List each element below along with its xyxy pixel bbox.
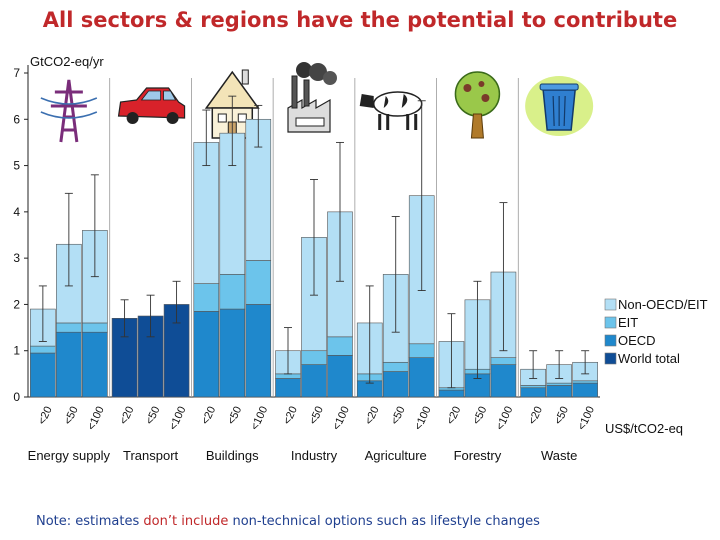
bar-buildings-2-oecd <box>245 304 272 398</box>
cost-label-forestry-0: <20 <box>445 405 464 427</box>
y-tick-label-3: 3 <box>13 251 20 265</box>
bar-industry-0-eit <box>275 373 301 379</box>
cost-label-buildings-1: <50 <box>225 405 244 427</box>
cost-label-forestry-1: <50 <box>471 405 490 427</box>
legend-label-0: Non-OECD/EIT <box>618 297 708 312</box>
bar-industry-2-oecd <box>327 355 353 398</box>
cost-label-forestry-2: <100 <box>494 405 515 433</box>
bar-agriculture-2-oecd <box>408 357 435 398</box>
footnote: Note: estimates don’t include non-techni… <box>36 514 540 529</box>
legend-label-2: OECD <box>618 333 656 348</box>
bar-energy-supply-1-eit <box>56 322 82 333</box>
bar-buildings-1-eit <box>219 274 246 310</box>
cost-label-buildings-2: <100 <box>249 405 270 433</box>
cost-unit-label: US$/tCO2-eq <box>605 421 683 436</box>
bar-energy-supply-2-eit <box>82 322 108 333</box>
cost-label-waste-2: <100 <box>576 405 597 433</box>
y-tick-label-0: 0 <box>13 390 20 404</box>
chart-bars <box>30 95 598 398</box>
y-tick-label-6: 6 <box>13 112 20 126</box>
cost-label-industry-2: <100 <box>331 405 352 433</box>
legend-label-3: World total <box>618 351 680 366</box>
bar-waste-1-eit <box>546 382 572 386</box>
cost-label-transport-2: <100 <box>167 405 188 433</box>
bar-waste-1-oecd <box>546 385 572 398</box>
bar-energy-supply-0-eit <box>30 345 56 354</box>
cost-label-energy-supply-1: <50 <box>62 405 81 427</box>
sector-label-1: Transport <box>123 448 179 463</box>
bar-agriculture-1-eit <box>382 361 409 372</box>
bar-forestry-2-eit <box>490 357 517 365</box>
chart-legend: Non-OECD/EIT EIT OECD World total <box>604 297 708 366</box>
cost-label-transport-1: <50 <box>144 405 163 427</box>
trash-can-icon <box>525 76 594 136</box>
legend-label-1: EIT <box>618 315 638 330</box>
bar-waste-2-oecd <box>572 382 598 398</box>
sector-label-2: Buildings <box>206 448 259 463</box>
sector-label-0: Energy supply <box>28 448 111 463</box>
car-icon <box>117 87 186 124</box>
bar-agriculture-2-eit <box>408 343 435 358</box>
footnote-part-3: non-technical options such as lifestyle … <box>232 514 540 529</box>
bar-agriculture-1-oecd <box>382 371 409 398</box>
cost-label-transport-0: <20 <box>118 405 137 427</box>
cow-icon <box>359 91 423 130</box>
bar-energy-supply-2-oecd <box>82 331 108 398</box>
pylon-icon <box>40 79 98 143</box>
legend-swatch-2 <box>604 334 617 347</box>
bar-buildings-2-eit <box>245 260 272 305</box>
bar-energy-supply-1-oecd <box>56 331 82 398</box>
cost-label-waste-1: <50 <box>552 405 571 427</box>
sector-label-4: Agriculture <box>365 448 427 463</box>
bar-buildings-0-eit <box>193 283 220 312</box>
bar-buildings-0-oecd <box>193 311 220 398</box>
footnote-part-1: Note: estimates <box>36 514 144 529</box>
cost-label-waste-0: <20 <box>526 405 545 427</box>
y-tick-label-7: 7 <box>13 66 20 80</box>
bar-forestry-0-oecd <box>438 389 465 398</box>
sector-label-3: Industry <box>291 448 338 463</box>
page-title: All sectors & regions have the potential… <box>42 8 678 32</box>
y-tick-label-4: 4 <box>13 205 20 219</box>
cost-label-energy-supply-0: <20 <box>36 405 55 427</box>
bar-industry-1-oecd <box>301 364 327 398</box>
cost-label-industry-0: <20 <box>281 405 300 427</box>
cost-label-industry-1: <50 <box>307 405 326 427</box>
bar-waste-2-eit <box>572 380 598 384</box>
cost-label-agriculture-1: <50 <box>389 405 408 427</box>
cost-label-buildings-0: <20 <box>199 405 218 427</box>
legend-swatch-3 <box>604 352 617 365</box>
cost-label-agriculture-2: <100 <box>412 405 433 433</box>
y-tick-label-5: 5 <box>13 159 20 173</box>
y-tick-label-2: 2 <box>13 297 20 311</box>
tree-icon <box>454 71 501 139</box>
sector-icons <box>40 62 594 143</box>
bar-industry-1-eit <box>301 350 327 365</box>
bar-waste-0-eit <box>520 385 546 389</box>
y-tick-label-1: 1 <box>13 344 20 358</box>
sector-label-6: Waste <box>541 448 577 463</box>
bar-forestry-2-oecd <box>490 364 517 398</box>
cost-label-energy-supply-2: <100 <box>85 405 106 433</box>
factory-icon <box>287 62 337 133</box>
footnote-part-2: don’t include <box>143 514 233 529</box>
bar-industry-2-eit <box>327 336 353 356</box>
bar-industry-0-oecd <box>275 378 301 398</box>
bar-energy-supply-0-oecd <box>30 352 56 398</box>
sector-label-5: Forestry <box>454 448 502 463</box>
legend-swatch-1 <box>604 316 617 329</box>
bar-waste-0-oecd <box>520 387 546 398</box>
y-axis-label: GtCO2-eq/yr <box>30 54 104 69</box>
cost-label-agriculture-0: <20 <box>363 405 382 427</box>
legend-swatch-0 <box>604 298 617 311</box>
bar-buildings-1-oecd <box>219 308 246 398</box>
